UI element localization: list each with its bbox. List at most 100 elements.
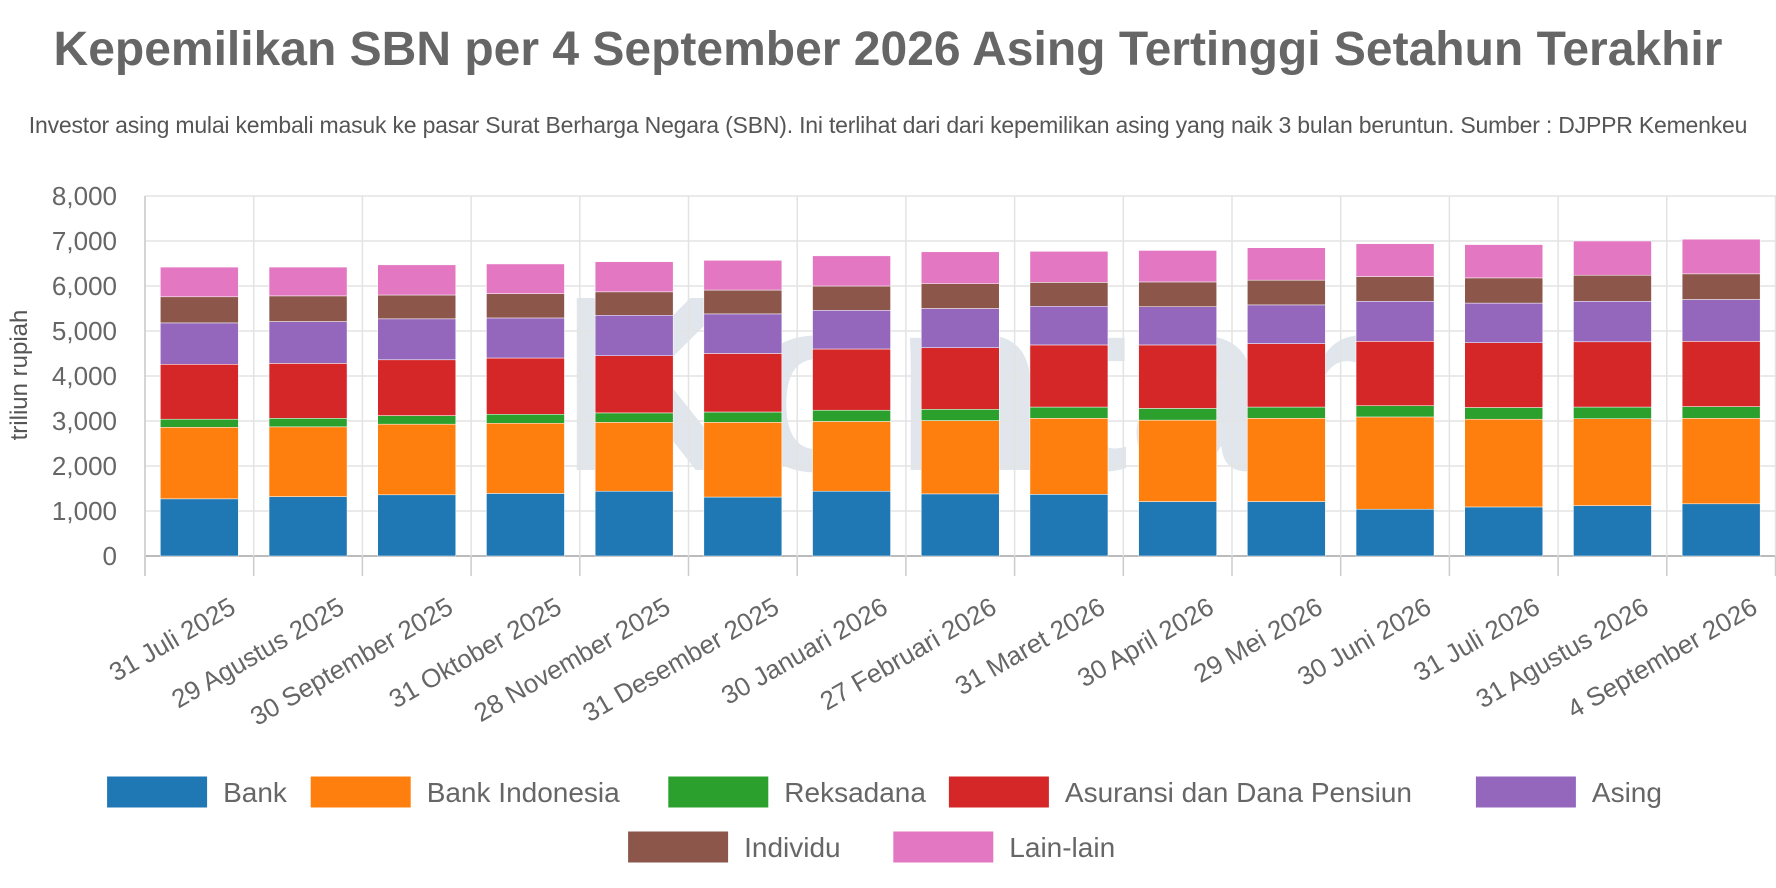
- legend-label[interactable]: Bank: [223, 777, 288, 808]
- bar-segment: [1138, 306, 1217, 346]
- bar-segment: [377, 294, 456, 320]
- bar-segment: [160, 427, 239, 500]
- bar-segment: [1247, 247, 1326, 281]
- bar-segment: [921, 409, 1000, 421]
- bar-segment: [921, 493, 1000, 557]
- bar-segment: [486, 357, 565, 415]
- legend-swatch[interactable]: [310, 776, 411, 808]
- bar-segment: [486, 414, 565, 424]
- bar-segment: [377, 318, 456, 361]
- bar-segment: [812, 490, 891, 557]
- bar-segment: [1573, 406, 1652, 419]
- legend-swatch[interactable]: [107, 776, 208, 808]
- bar-segment: [1138, 250, 1217, 283]
- bar-segment: [160, 498, 239, 557]
- legend-label[interactable]: Bank Indonesia: [427, 777, 620, 808]
- legend-swatch[interactable]: [893, 831, 994, 863]
- bar-segment: [1464, 407, 1543, 420]
- bar-segment: [268, 496, 348, 557]
- bar-segment: [1464, 342, 1543, 408]
- bar-segment: [1573, 341, 1652, 408]
- legend-label[interactable]: Asing: [1592, 777, 1662, 808]
- legend-label[interactable]: Individu: [744, 832, 841, 863]
- bar-segment: [594, 315, 674, 356]
- bar-segment: [1681, 273, 1761, 300]
- bar-segment: [1029, 406, 1109, 419]
- legend[interactable]: Bank Bank Indonesia Reksadana Asuransi dan …: [107, 776, 1662, 864]
- bar-segment: [1681, 406, 1761, 419]
- bar-segment: [486, 423, 565, 494]
- bar-segment: [1573, 505, 1652, 557]
- bar-segment: [703, 313, 783, 354]
- bar-segment: [812, 310, 891, 350]
- bar-segment: [1138, 281, 1217, 307]
- x-tick-label: 27 Februari 2026: [815, 591, 1002, 716]
- bar-segment: [594, 490, 674, 557]
- bar-segment: [812, 421, 891, 492]
- bar-segment: [703, 289, 783, 315]
- bar-segment: [1029, 306, 1109, 346]
- bar-segment: [1029, 344, 1109, 408]
- x-tick-label: 4 September 2026: [1562, 591, 1762, 724]
- bar-segment: [703, 411, 783, 423]
- legend-swatch[interactable]: [628, 831, 729, 863]
- bar-segment: [377, 359, 456, 416]
- bar-segment: [703, 496, 783, 557]
- bar-segment: [703, 353, 783, 413]
- legend-label[interactable]: Asuransi dan Dana Pensiun: [1065, 777, 1412, 808]
- bar-segment: [594, 412, 674, 423]
- bar-segment: [377, 415, 456, 425]
- bar-segment: [594, 291, 674, 316]
- bar-segment: [1029, 282, 1109, 307]
- x-tick-label: 31 Desember 2025: [577, 591, 784, 728]
- bar-segment: [1355, 276, 1435, 302]
- bar-segment: [486, 293, 565, 319]
- bar-segment: [921, 420, 1000, 495]
- bar-segment: [160, 364, 239, 420]
- bar-segment: [268, 426, 348, 497]
- legend-swatch[interactable]: [948, 776, 1049, 808]
- bar-segment: [486, 493, 565, 557]
- bar-segment: [1247, 406, 1326, 419]
- bar-segment: [377, 494, 456, 557]
- bar-segment: [1464, 418, 1543, 508]
- bar-segment: [268, 266, 348, 297]
- bar-segment: [1355, 405, 1435, 418]
- legend-swatch[interactable]: [1475, 776, 1576, 808]
- legend-label[interactable]: Reksadana: [784, 777, 926, 808]
- bar-segment: [1138, 501, 1217, 557]
- bar-segment: [1247, 304, 1326, 344]
- y-tick-label: 1,000: [52, 496, 117, 526]
- x-tick-label: 30 September 2025: [245, 591, 458, 731]
- bar-segment: [1029, 418, 1109, 495]
- bar-segment: [377, 264, 456, 296]
- bar-segment: [1573, 418, 1652, 506]
- y-tick-label: 4,000: [52, 361, 117, 391]
- bar-segment: [1573, 240, 1652, 276]
- bar-segment: [1681, 503, 1761, 557]
- bar-segment: [268, 295, 348, 322]
- y-tick-label: 6,000: [52, 271, 117, 301]
- bar-segment: [268, 363, 348, 419]
- bar-segment: [1029, 494, 1109, 557]
- bar-segment: [1138, 344, 1217, 409]
- bar-segment: [1681, 238, 1761, 275]
- bar-segment: [268, 321, 348, 364]
- bar-segment: [377, 423, 456, 496]
- legend-swatch[interactable]: [668, 776, 769, 808]
- bar-segment: [160, 266, 239, 298]
- y-tick-label: 0: [103, 541, 117, 571]
- bar-segment: [1355, 341, 1435, 406]
- chart-subtitle: Investor asing mulai kembali masuk ke pa…: [28, 112, 1748, 138]
- bar-segment: [594, 422, 674, 492]
- bar-segment: [1355, 301, 1435, 342]
- bar-segment: [160, 296, 239, 324]
- bar-segment: [812, 348, 891, 411]
- chart-title: Kepemilikan SBN per 4 September 2026 Asi…: [53, 23, 1723, 76]
- bar-segment: [1138, 419, 1217, 502]
- y-axis-title: triliun rupiah: [6, 310, 33, 441]
- legend-label[interactable]: Lain-lain: [1009, 832, 1115, 863]
- bar-segment: [1681, 341, 1761, 407]
- y-tick-label: 3,000: [52, 406, 117, 436]
